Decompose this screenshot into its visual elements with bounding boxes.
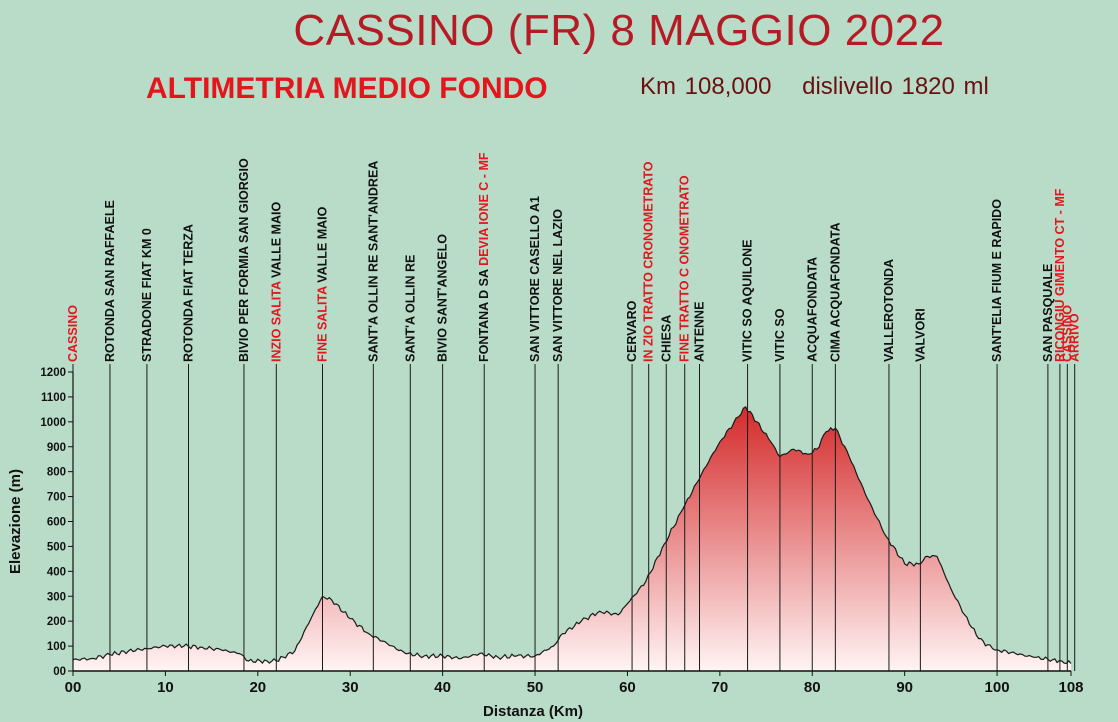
waypoint-label: ARRIVO <box>1068 313 1082 362</box>
x-tick-label: 70 <box>712 679 729 696</box>
waypoint-label: CIMA ACQUAFONDATA <box>828 222 842 362</box>
waypoint-label: INZIO SALITA VALLE MAIO <box>269 202 283 362</box>
waypoint-label: SAN VITTORE NEL LAZIO <box>551 209 565 362</box>
waypoint-label: SANT'A OLLIN RE SANT'ANDREA <box>366 161 380 362</box>
waypoint-label: VITIC SO <box>773 308 787 362</box>
waypoint-label: BIVIO SANT'ANGELO <box>436 234 450 362</box>
waypoint-label: ACQUAFONDATA <box>805 257 819 362</box>
x-tick-label: 100 <box>985 679 1010 696</box>
y-axis-label: Elevazione (m) <box>7 469 24 574</box>
x-tick-label: 00 <box>65 679 82 696</box>
chart-title: CASSINO (FR) 8 MAGGIO 2022 <box>293 6 945 55</box>
x-tick-label: 20 <box>249 679 266 696</box>
waypoint-label: CASSINO <box>1060 305 1074 362</box>
x-tick-label: 108 <box>1058 679 1083 696</box>
y-tick-label: 1100 <box>41 392 66 404</box>
waypoint-label: SANT'ELIA FIUM E RAPIDO <box>990 199 1004 362</box>
y-tick-label: 00 <box>53 666 66 678</box>
waypoint-label: SAN PASQUALE <box>1041 264 1055 362</box>
x-tick-label: 30 <box>342 679 359 696</box>
elevation-line <box>72 406 1072 665</box>
waypoint-label: CHIESA <box>659 315 673 362</box>
waypoint-label: SANT'A OLLIN RE <box>403 255 417 362</box>
waypoint-label: VALLEROTONDA <box>882 259 896 362</box>
y-tick-label: 700 <box>47 492 66 504</box>
x-tick-label: 90 <box>896 679 913 696</box>
waypoint-label: VALVORI <box>913 308 927 362</box>
waypoint-label: CERVARO <box>625 300 639 362</box>
x-axis-label: Distanza (Km) <box>483 703 583 720</box>
waypoint-label: ROTONDA FIAT TERZA <box>182 224 196 362</box>
waypoint-label: FINE TRATTO C ONOMETRATO <box>678 175 692 362</box>
x-tick-label: 50 <box>527 679 544 696</box>
waypoint-label: SAN VITTORE CASELLO A1 <box>528 196 542 362</box>
waypoint-label: ANTENNE <box>693 302 707 362</box>
y-tick-label: 1000 <box>40 417 66 429</box>
waypoint-label: STRADONE FIAT KM 0 <box>140 228 154 362</box>
waypoint-label: VITIC SO AQUILONE <box>741 240 755 362</box>
x-tick-label: 60 <box>619 679 636 696</box>
route-elevation-gain: dislivello 1820 ml <box>802 73 989 100</box>
waypoint-label: FONTANA D SA DEVIA IONE C - MF <box>477 152 491 362</box>
chart-subtitle: ALTIMETRIA MEDIO FONDO <box>146 72 548 105</box>
route-stats: Km 108,000 dislivello 1820 ml <box>640 73 1011 101</box>
route-distance: Km 108,000 <box>640 73 772 100</box>
y-tick-label: 400 <box>47 566 66 578</box>
y-tick-label: 500 <box>47 541 66 553</box>
y-tick-label: 600 <box>47 517 66 529</box>
waypoint-label: ROTONDA SAN RAFFAELE <box>103 200 117 362</box>
y-tick-label: 1200 <box>40 367 66 379</box>
waypoint-label: RICONGIU GIMENTO CT - MF <box>1053 188 1067 362</box>
y-tick-label: 100 <box>47 641 66 653</box>
y-tick-label: 800 <box>47 467 66 479</box>
waypoint-label: BIVIO PER FORMIA SAN GIORGIO <box>237 158 251 362</box>
x-tick-label: 10 <box>157 679 174 696</box>
waypoint-label: CASSINO <box>66 305 80 362</box>
waypoint-label: FINE SALITA VALLE MAIO <box>316 206 330 362</box>
elevation-area <box>73 406 1071 671</box>
x-tick-label: 40 <box>434 679 451 696</box>
waypoint-label: IN ZIO TRATTO CRONOMETRATO <box>642 161 656 362</box>
y-tick-label: 200 <box>47 616 66 628</box>
x-tick-label: 80 <box>804 679 821 696</box>
y-tick-label: 900 <box>47 442 66 454</box>
y-tick-label: 300 <box>47 591 66 603</box>
